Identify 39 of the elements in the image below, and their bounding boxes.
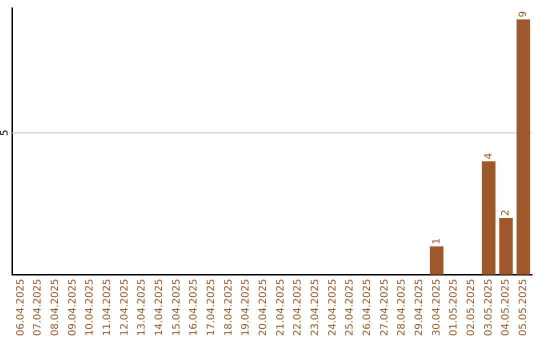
x-tick-label: 05.05.2025 [518, 278, 529, 336]
x-tick-label: 09.04.2025 [67, 278, 78, 336]
x-tick-label: 01.05.2025 [448, 278, 460, 336]
x-tick-label: 15.04.2025 [171, 278, 182, 336]
bar [430, 246, 444, 275]
x-tick-label: 20.04.2025 [258, 278, 269, 336]
x-tick-label: 21.04.2025 [275, 278, 286, 336]
data-label: 9 [518, 10, 529, 18]
bar [499, 218, 513, 275]
x-tick-label: 03.05.2025 [483, 278, 494, 336]
x-tick-label: 08.04.2025 [50, 278, 61, 336]
x-tick-label: 25.04.2025 [344, 278, 356, 336]
x-tick-label: 27.04.2025 [379, 278, 390, 336]
x-tick-label: 28.04.2025 [396, 278, 408, 336]
x-tick-label: 19.04.2025 [240, 278, 252, 336]
x-tick-label: 24.04.2025 [327, 278, 338, 336]
x-tick-label: 13.04.2025 [136, 278, 148, 336]
x-tick-label: 14.04.2025 [154, 278, 165, 336]
x-tick-label: 17.04.2025 [206, 278, 217, 336]
x-tick-label: 10.04.2025 [84, 278, 96, 336]
x-tick-label: 22.04.2025 [292, 278, 304, 336]
ref-line-label: 5 [0, 130, 11, 136]
x-tick-label: 26.04.2025 [362, 278, 373, 336]
data-label: 1 [431, 238, 442, 244]
x-tick-label: 04.05.2025 [500, 278, 512, 336]
data-label: 4 [483, 152, 494, 160]
x-tick-label: 18.04.2025 [223, 278, 234, 336]
x-tick-label: 12.04.2025 [119, 278, 130, 336]
data-label: 2 [500, 210, 512, 216]
bar [482, 161, 496, 275]
x-tick-label: 06.04.2025 [15, 278, 26, 336]
x-tick-label: 02.05.2025 [466, 278, 477, 336]
x-tick-label: 29.04.2025 [414, 278, 425, 336]
x-tick-label: 30.04.2025 [431, 278, 442, 336]
x-tick-label: 16.04.2025 [188, 278, 200, 336]
x-tick-label: 11.04.2025 [102, 278, 113, 336]
bar [516, 19, 530, 275]
x-tick-label: 23.04.2025 [310, 278, 321, 336]
x-tick-label: 07.04.2025 [32, 278, 44, 336]
